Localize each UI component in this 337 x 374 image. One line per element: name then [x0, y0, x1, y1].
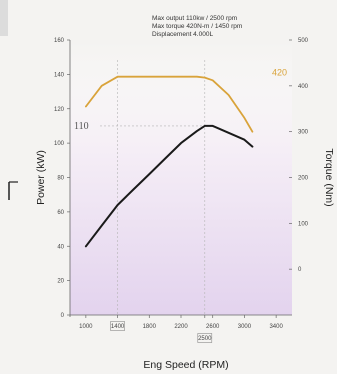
- x-tick-label: 2500: [198, 336, 212, 342]
- y-axis-left-title: Power (kW): [35, 150, 47, 205]
- x-tick-label-box: [197, 333, 213, 343]
- x-tick-label: 1800: [143, 324, 157, 330]
- left-edge-bar: [0, 0, 8, 36]
- y-left-tick-label: 100: [54, 141, 65, 147]
- x-tick-label: 2600: [206, 324, 220, 330]
- y-right-tick-label: 500: [298, 38, 309, 44]
- y-right-tick-label: 100: [298, 221, 309, 227]
- peak-power-label: 110: [74, 121, 89, 132]
- spec-max-torque: Max torque 420N-m / 1450 rpm: [152, 23, 243, 30]
- y-left-tick-label: 160: [54, 38, 65, 44]
- y-left-tick-label: 80: [57, 176, 64, 182]
- y-left-tick-label: 140: [54, 72, 65, 78]
- y-right-tick-label: 400: [298, 84, 309, 90]
- spec-max-output: Max output 110kw / 2500 rpm: [152, 15, 238, 22]
- x-tick-label: 1400: [111, 324, 125, 330]
- torque-curve: [85, 75, 254, 133]
- y-left-tick-label: 40: [57, 244, 64, 250]
- power-curve: [84, 124, 254, 248]
- y-right-tick-label: 300: [298, 130, 309, 136]
- y-right-tick-label: 200: [298, 176, 309, 182]
- y-left-tick-label: 20: [57, 279, 64, 285]
- y-right-tick-label: 0: [298, 267, 302, 273]
- x-axis-title: Eng Speed (RPM): [143, 359, 228, 371]
- peak-torque-label: 420: [272, 68, 287, 78]
- engine-spec-block: Max output 110kw / 2500 rpm Max torque 4…: [152, 15, 242, 39]
- y-left-tick-label: 0: [61, 313, 65, 319]
- x-tick-label: 2200: [174, 324, 188, 330]
- y-left-tick-label: 60: [57, 210, 64, 216]
- x-tick-label: 1000: [79, 324, 93, 330]
- x-tick-label-box: [110, 321, 125, 331]
- spec-displacement: Displacement 4.000L: [152, 31, 214, 38]
- y-left-tick-label: 120: [54, 107, 65, 113]
- plot-background: [70, 40, 292, 315]
- x-tick-label: 3000: [238, 324, 252, 330]
- y-axis-right-title: Torque (Nm): [323, 148, 335, 206]
- x-tick-label: 3400: [269, 324, 283, 330]
